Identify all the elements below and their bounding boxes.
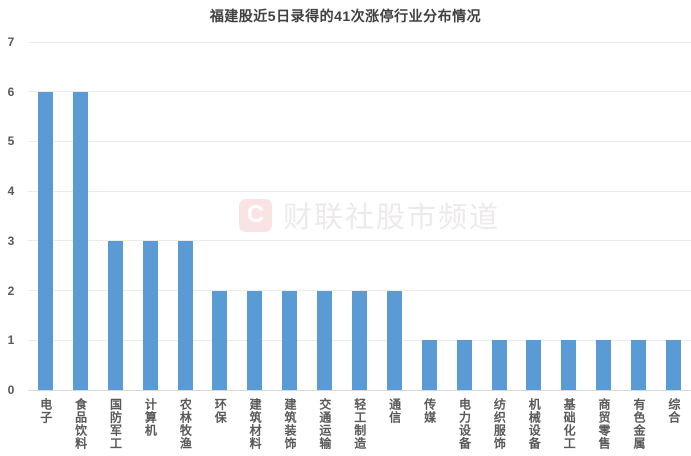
gridline [28,240,691,242]
bar [72,91,88,390]
x-axis-label: 电力设备 [457,398,472,450]
bar [561,340,577,390]
x-axis-label: 电子 [38,398,53,424]
gridline [28,41,691,43]
x-axis-label: 通信 [387,398,402,424]
bar [37,91,53,390]
bar [352,290,367,390]
x-axis-label: 农林牧渔 [178,398,193,450]
x-axis-label: 计算机 [143,398,158,437]
gridline [28,91,691,93]
x-axis-label: 食品饮料 [73,398,88,450]
y-axis-tick-label: 0 [7,383,15,397]
bar [282,290,298,390]
bar [212,290,228,390]
x-axis-label: 建筑材料 [248,398,263,450]
y-axis-tick-label: 3 [7,233,15,248]
bar [596,340,612,390]
bar [421,340,437,390]
y-axis-tick-label: 5 [7,134,15,149]
x-axis-label: 综合 [666,398,681,424]
y-axis-tick-label: 2 [7,283,15,298]
x-axis-label: 传媒 [422,398,437,424]
x-axis-line [28,389,691,391]
bar [491,340,507,390]
x-axis-label: 交通运输 [317,398,332,450]
bar [317,290,333,390]
bar [107,240,123,390]
x-axis-label: 机械设备 [527,398,542,450]
x-axis-label: 纺织服饰 [492,398,507,450]
gridline [28,140,691,142]
bar [631,340,647,390]
y-axis-tick-label: 7 [7,35,15,49]
bar [456,340,472,390]
x-axis-label: 有色金属 [631,398,646,450]
x-axis-label: 国防军工 [108,398,123,450]
bar [526,340,542,390]
bar [142,240,158,390]
chart-title: 福建股近5日录得的41次涨停行业分布情况 [209,8,482,24]
y-axis-tick-label: 4 [7,184,15,199]
x-axis-label: 建筑装饰 [282,398,297,450]
bar [177,240,193,390]
x-axis-label: 轻工制造 [352,398,367,450]
y-axis-tick-label: 6 [7,84,15,99]
x-axis-label: 商贸零售 [597,398,612,450]
x-axis-label: 基础化工 [562,398,577,450]
bar [666,340,682,390]
x-axis-label: 环保 [213,398,228,424]
bar [386,290,402,390]
bar [247,290,263,390]
gridline [28,190,691,192]
y-axis-tick-label: 1 [7,333,15,348]
